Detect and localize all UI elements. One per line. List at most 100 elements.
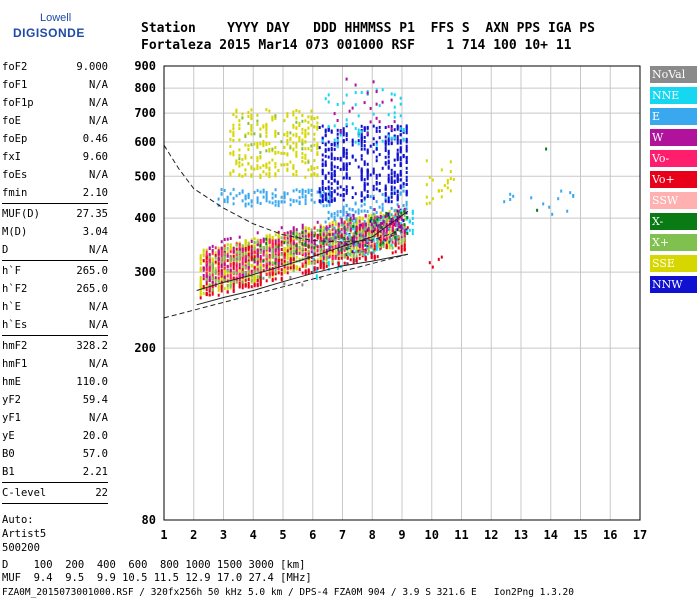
echo-point xyxy=(337,247,340,251)
echo-point xyxy=(265,241,268,245)
echo-point xyxy=(199,256,202,260)
echo-point xyxy=(298,251,301,255)
echo-point xyxy=(336,165,339,169)
echo-point xyxy=(241,112,244,116)
echo-point xyxy=(316,125,319,129)
echo-point xyxy=(205,262,208,266)
echo-point xyxy=(400,250,403,254)
echo-point xyxy=(202,252,205,256)
echo-point xyxy=(357,142,360,146)
echo-point xyxy=(202,274,205,277)
echo-point xyxy=(340,223,343,227)
echo-point xyxy=(295,109,298,112)
param-row: hmF1 N/A xyxy=(2,355,108,373)
echo-point xyxy=(400,248,403,252)
echo-point xyxy=(271,236,274,240)
echo-point xyxy=(316,142,319,146)
echo-point xyxy=(247,261,250,265)
echo-point xyxy=(330,172,333,176)
echo-point xyxy=(259,176,262,179)
echo-point xyxy=(355,254,358,258)
echo-point xyxy=(406,226,409,230)
param-value: 59.4 xyxy=(82,394,108,406)
echo-point xyxy=(405,131,408,135)
echo-point xyxy=(283,236,286,240)
echo-point xyxy=(405,217,408,221)
echo-point xyxy=(229,173,232,177)
echo-point xyxy=(295,132,298,136)
echo-point xyxy=(400,233,403,237)
echo-point xyxy=(375,237,378,241)
echo-point xyxy=(310,167,313,171)
echo-point xyxy=(381,215,384,219)
echo-point xyxy=(330,191,333,194)
param-row: fmin 2.10 xyxy=(2,184,108,202)
echo-point xyxy=(238,148,241,152)
echo-point xyxy=(295,126,298,130)
echo-point xyxy=(280,163,283,167)
echo-point xyxy=(328,224,331,228)
echo-point xyxy=(369,195,372,199)
echo-point xyxy=(381,100,384,104)
echo-point xyxy=(366,195,369,198)
echo-point xyxy=(319,276,322,280)
param-name: foF2 xyxy=(2,61,28,73)
echo-point xyxy=(443,184,446,188)
echo-point xyxy=(313,143,316,147)
echo-point xyxy=(349,238,352,242)
echo-point xyxy=(321,182,324,186)
echo-point xyxy=(238,161,241,165)
echo-point xyxy=(289,160,292,164)
echo-point xyxy=(283,163,286,167)
echo-point xyxy=(388,238,391,242)
echo-point xyxy=(446,186,449,190)
echo-point xyxy=(340,218,343,222)
echo-point xyxy=(373,244,376,248)
echo-point xyxy=(217,272,220,276)
echo-point xyxy=(375,102,378,106)
echo-point xyxy=(310,236,313,239)
echo-point xyxy=(274,239,277,243)
echo-point xyxy=(343,242,346,246)
echo-point xyxy=(321,194,324,198)
echo-point xyxy=(331,236,334,240)
echo-point xyxy=(298,190,301,193)
echo-point xyxy=(390,136,393,140)
echo-point xyxy=(363,135,366,139)
echo-point xyxy=(310,261,313,265)
echo-point xyxy=(223,238,226,241)
echo-point xyxy=(223,198,226,202)
echo-point xyxy=(339,158,342,162)
echo-point xyxy=(390,168,393,172)
param-value: 0.46 xyxy=(82,133,108,145)
echo-point xyxy=(247,270,250,274)
echo-point xyxy=(361,244,364,248)
echo-point xyxy=(301,160,304,163)
echo-point xyxy=(223,200,226,204)
echo-point xyxy=(400,235,403,239)
echo-point xyxy=(202,277,205,281)
param-row: h`F2 265.0 xyxy=(2,280,108,298)
echo-point xyxy=(223,244,226,248)
echo-point xyxy=(394,219,397,223)
echo-point xyxy=(250,128,253,132)
echo-point xyxy=(232,134,235,138)
echo-point xyxy=(373,227,376,231)
echo-point xyxy=(379,232,382,236)
echo-point xyxy=(259,156,262,160)
echo-point xyxy=(199,289,202,293)
echo-point xyxy=(324,163,327,167)
echo-point xyxy=(244,204,247,208)
echo-point xyxy=(256,254,259,258)
echo-point xyxy=(428,201,431,205)
echo-point xyxy=(262,259,265,263)
echo-point xyxy=(289,266,292,270)
echo-point xyxy=(262,190,265,194)
echo-point xyxy=(208,273,211,276)
echo-point xyxy=(402,128,405,132)
echo-point xyxy=(322,190,325,194)
echo-point xyxy=(247,284,250,287)
echo-point xyxy=(397,225,400,229)
echo-point xyxy=(337,244,340,248)
echo-point xyxy=(340,233,343,237)
